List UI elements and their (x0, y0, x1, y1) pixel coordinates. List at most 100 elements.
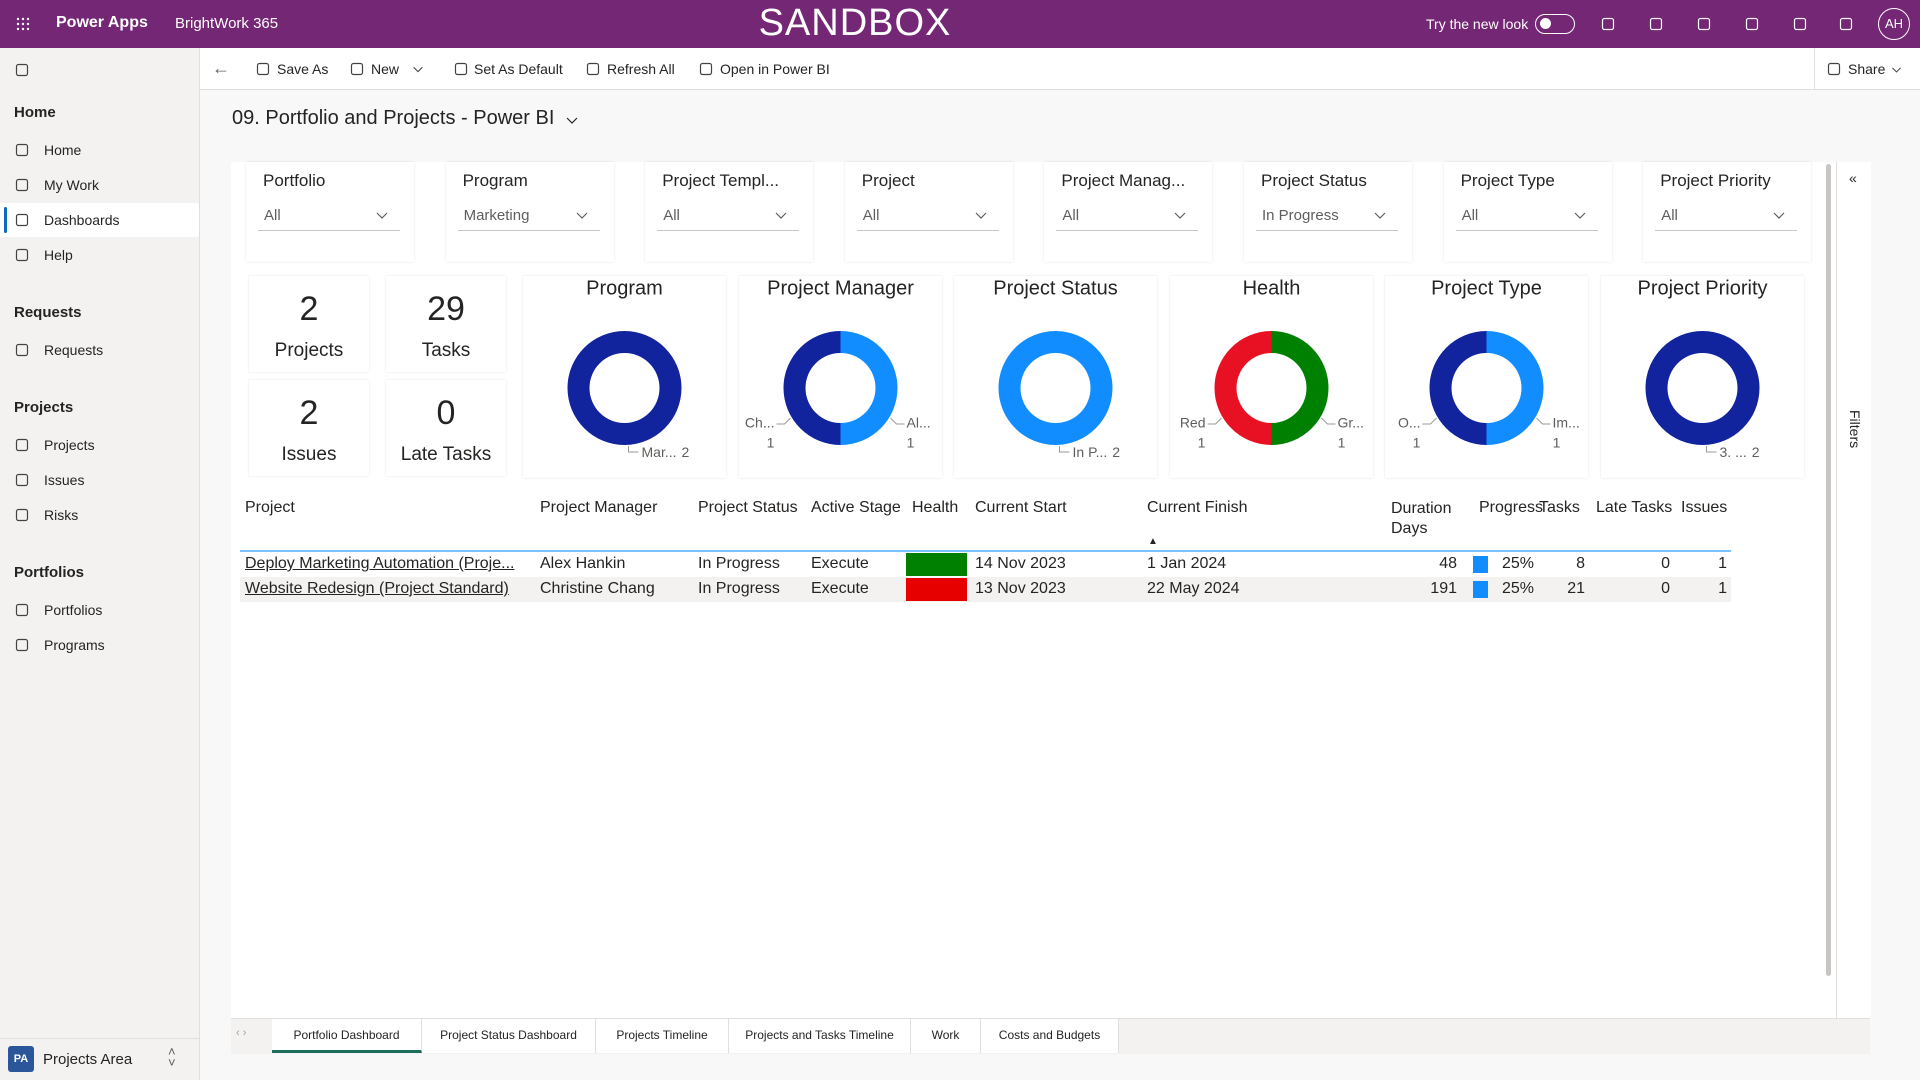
tab-nav: ‹ › (236, 1027, 247, 1039)
page-tab[interactable]: Costs and Budgets (981, 1019, 1119, 1053)
column-header[interactable]: Project Status (698, 499, 798, 516)
leader-line (1207, 417, 1222, 425)
command-button[interactable]: Open in Power BI (720, 61, 830, 77)
column-header[interactable]: Issues (1681, 499, 1728, 516)
page-tab[interactable]: Projects Timeline (596, 1019, 729, 1053)
column-header[interactable]: Project (245, 499, 295, 516)
slicer-dropdown[interactable]: All (856, 200, 999, 231)
column-header[interactable]: Active Stage (811, 499, 901, 516)
icon (350, 62, 364, 76)
cell: Christine Chang (540, 580, 655, 597)
slicer-dropdown[interactable]: All (1455, 200, 1598, 231)
slicer-value: All (663, 207, 680, 224)
scrollbar (1826, 164, 1831, 976)
command-button[interactable]: Save As (277, 61, 329, 77)
icon (566, 117, 578, 124)
slicer-label: Project Type (1460, 171, 1555, 190)
chevron (1574, 212, 1586, 219)
column-header[interactable]: Project Manager (540, 499, 658, 516)
nav-selected-bar (4, 207, 7, 233)
filters-collapse: « (1849, 170, 1857, 186)
page-tab[interactable]: Portfolio Dashboard (272, 1019, 422, 1053)
nav-item[interactable]: My Work (44, 177, 99, 193)
donut-segment (1486, 331, 1544, 445)
glyph (15, 63, 29, 77)
column-header[interactable]: Tasks (1539, 499, 1580, 516)
slicer-value: Marketing (463, 207, 530, 224)
glyph (15, 603, 29, 617)
icon (1374, 212, 1386, 219)
project-link[interactable]: Deploy Marketing Automation (Proje... (245, 555, 515, 572)
glyph (699, 62, 713, 76)
environment-name: BrightWork 365 (175, 15, 279, 32)
cell: 1 (1718, 555, 1727, 572)
slicer-dropdown[interactable]: All (1056, 200, 1199, 231)
kpi-value: 2 (299, 394, 319, 432)
app-name[interactable]: Power Apps (56, 14, 148, 31)
icon (256, 62, 270, 76)
icon (15, 143, 29, 157)
nav-item[interactable]: Programs (44, 637, 105, 653)
slicer-label: Project Templ... (662, 171, 780, 190)
command-button[interactable]: New (371, 61, 400, 77)
share-button[interactable]: Share (1848, 61, 1886, 77)
nav-item[interactable]: Home (44, 142, 82, 158)
new-look-toggle[interactable] (1535, 14, 1575, 34)
icon[interactable] (1600, 16, 1616, 32)
slicer-dropdown[interactable]: All (1655, 200, 1798, 231)
glyph (1649, 17, 1663, 31)
area-chevrons[interactable]: ˄ ˅ (168, 1044, 176, 1070)
area-name[interactable]: Projects Area (43, 1051, 133, 1068)
command-button[interactable]: Set As Default (474, 61, 563, 77)
leader-line (1536, 417, 1551, 425)
chevron (1773, 212, 1785, 219)
column-header[interactable]: Health (912, 499, 959, 516)
report-title[interactable]: 09. Portfolio and Projects - Power BI (232, 107, 555, 129)
column-header[interactable]: Late Tasks (1596, 499, 1673, 516)
glyph (15, 213, 29, 227)
filters-pane[interactable]: « Filters (1836, 162, 1870, 1018)
page-tab[interactable]: Projects and Tasks Timeline (729, 1019, 911, 1053)
nav-item[interactable]: Requests (44, 342, 104, 358)
glyph (15, 438, 29, 452)
icon[interactable] (1744, 16, 1760, 32)
slicer-dropdown[interactable]: Marketing (457, 200, 600, 231)
nav-item[interactable]: Risks (44, 507, 79, 523)
nav-item[interactable]: Projects (44, 437, 95, 453)
header-rule (240, 550, 1731, 552)
project-link[interactable]: Website Redesign (Project Standard) (245, 580, 509, 597)
avatar[interactable]: AH (1878, 8, 1910, 40)
column-header[interactable]: Duration Days (1391, 500, 1452, 537)
slicer: Portfolio All (246, 162, 414, 262)
slicer-dropdown[interactable]: All (258, 200, 400, 231)
back-button[interactable]: ← (212, 58, 230, 78)
slicer-dropdown[interactable]: All (657, 200, 800, 231)
nav-item[interactable]: Dashboards (44, 212, 120, 228)
column-header[interactable]: Current Start (975, 499, 1067, 516)
nav-item[interactable]: Help (44, 247, 73, 263)
slicer-dropdown[interactable]: In Progress (1256, 200, 1398, 231)
icon (1827, 62, 1841, 76)
icon[interactable] (1792, 16, 1808, 32)
donut-segment (1645, 331, 1759, 445)
icon[interactable] (1838, 16, 1854, 32)
progress-label: 25% (1501, 580, 1534, 597)
nav-item[interactable]: Portfolios (44, 602, 103, 618)
nav-item[interactable]: Issues (44, 472, 85, 488)
icon[interactable] (1696, 16, 1712, 32)
page-tab[interactable]: Work (911, 1019, 981, 1053)
icon (15, 213, 29, 227)
health-swatch (906, 553, 967, 576)
slicer-value: All (1062, 207, 1080, 224)
chevron (1892, 67, 1901, 73)
column-header[interactable]: Current Finish (1147, 499, 1248, 516)
command-button[interactable]: Refresh All (607, 61, 675, 77)
icon[interactable] (1648, 16, 1664, 32)
cell: 0 (1661, 555, 1670, 572)
cell: In Progress (698, 555, 780, 572)
glyph (15, 178, 29, 192)
column-header[interactable]: Progress (1479, 499, 1544, 516)
page-tab[interactable]: Project Status Dashboard (422, 1019, 596, 1053)
donut-segment (783, 331, 840, 445)
icon (1892, 67, 1901, 73)
